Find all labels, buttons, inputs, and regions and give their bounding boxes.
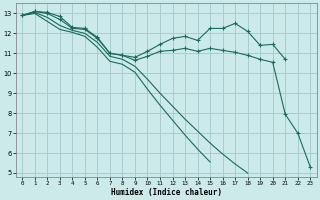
- X-axis label: Humidex (Indice chaleur): Humidex (Indice chaleur): [111, 188, 222, 197]
